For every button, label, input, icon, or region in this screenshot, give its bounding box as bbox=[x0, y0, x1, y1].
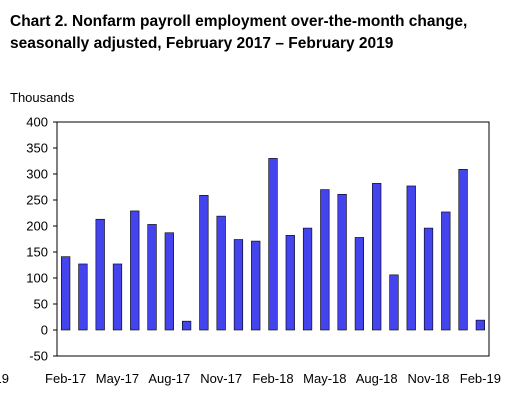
bar-Jun-18 bbox=[337, 193, 347, 331]
y-axis-label: Thousands bbox=[10, 90, 75, 105]
bar-Jan-19 bbox=[458, 169, 468, 331]
bar-Nov-17 bbox=[216, 215, 226, 331]
chart-title: Chart 2. Nonfarm payroll employment over… bbox=[10, 13, 468, 52]
bar-Mar-17 bbox=[78, 263, 88, 331]
plot-area-frame bbox=[56, 121, 490, 357]
y-tick-label: 400 bbox=[26, 115, 48, 130]
bar-Jan-18 bbox=[251, 240, 261, 331]
y-tick-label: 0 bbox=[41, 323, 48, 338]
bar-May-17 bbox=[112, 263, 123, 331]
bar-Feb-18 bbox=[268, 158, 278, 331]
bar-Oct-17 bbox=[199, 195, 209, 331]
y-tick-label: 150 bbox=[26, 245, 48, 260]
x-tick-label: Feb-18 bbox=[252, 371, 293, 386]
bar-Oct-18 bbox=[406, 185, 416, 331]
bar-Feb-19 bbox=[475, 319, 485, 331]
y-tick-label: 100 bbox=[26, 271, 48, 286]
bar-Jul-17 bbox=[147, 224, 157, 331]
y-tick-label: -50 bbox=[29, 349, 48, 364]
bar-Sep-17 bbox=[181, 320, 192, 331]
y-tick-label: 300 bbox=[26, 167, 48, 182]
x-tick-label: Feb-19 bbox=[460, 371, 501, 386]
x-tick-label: Nov-17 bbox=[200, 371, 242, 386]
bar-Dec-18 bbox=[441, 211, 451, 331]
bar-Aug-17 bbox=[164, 232, 174, 331]
bar-Apr-17 bbox=[95, 218, 105, 331]
y-tick-label: 350 bbox=[26, 141, 48, 156]
x-tick-label: Aug-18 bbox=[356, 371, 398, 386]
y-tick-label: 50 bbox=[34, 297, 48, 312]
x-tick-label: Feb-17 bbox=[45, 371, 86, 386]
bar-Jul-18 bbox=[354, 237, 365, 331]
bar-Mar-18 bbox=[285, 235, 295, 331]
bar-Jun-17 bbox=[130, 210, 140, 331]
y-tick-label: 250 bbox=[26, 193, 48, 208]
x-tick-label: May-18 bbox=[303, 371, 346, 386]
bar-Aug-18 bbox=[372, 183, 382, 331]
bar-Nov-18 bbox=[423, 227, 434, 331]
x-tick-label: Nov-18 bbox=[408, 371, 450, 386]
clipped-x-label: 19 bbox=[0, 371, 9, 386]
bar-Feb-17 bbox=[61, 256, 71, 331]
bar-Sep-18 bbox=[389, 274, 399, 331]
bar-Apr-18 bbox=[302, 227, 313, 331]
bar-May-18 bbox=[320, 189, 330, 331]
y-tick-label: 200 bbox=[26, 219, 48, 234]
bar-Dec-17 bbox=[233, 239, 244, 331]
x-tick-label: May-17 bbox=[96, 371, 139, 386]
x-tick-label: Aug-17 bbox=[148, 371, 190, 386]
